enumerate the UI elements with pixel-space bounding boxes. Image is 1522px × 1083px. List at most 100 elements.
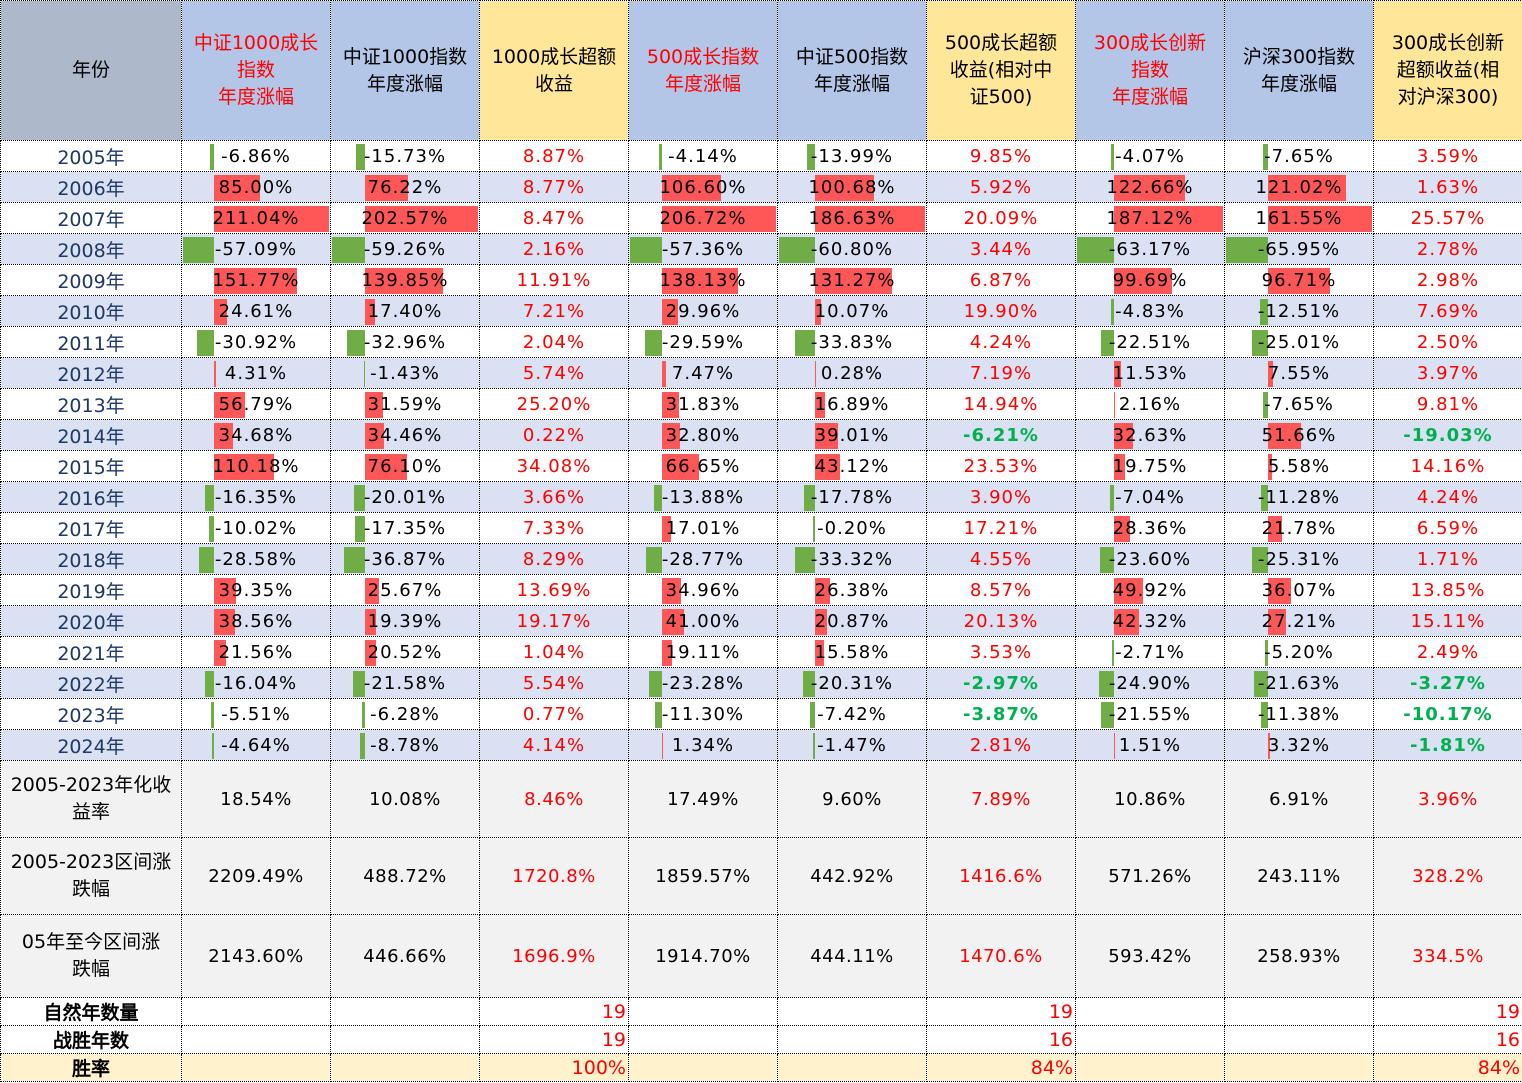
header-col-9[interactable]: 300成长创新 超额收益(相 对沪深300) (1373, 0, 1522, 141)
positive-data-bar (661, 423, 680, 449)
count-value (628, 1053, 778, 1082)
value-cell: 4.24% (926, 326, 1076, 358)
positive-data-bar (365, 578, 380, 604)
value-text: -2.97% (963, 672, 1039, 694)
value-text: 19.90% (963, 300, 1039, 322)
value-text: 106.60% (659, 176, 747, 198)
value-text: 32.63% (1112, 424, 1188, 446)
table-row: 2017年 -10.02% -17.35% 7.33% 17.01% -0.20% 17.2… (0, 512, 1522, 544)
value-cell: 4.14% (479, 729, 629, 761)
value-text: 2.16% (1118, 393, 1182, 415)
positive-data-bar (365, 392, 383, 418)
value-cell: 11.91% (479, 264, 629, 296)
header-col-1[interactable]: 中证1000成长 指数 年度涨幅 (181, 0, 331, 141)
year-cell: 2010年 (0, 295, 182, 327)
value-text: 34.68% (218, 424, 294, 446)
value-text: 17.21% (963, 517, 1039, 539)
positive-data-bar (214, 299, 228, 325)
value-text: 8.87% (522, 145, 586, 167)
value-cell: 3.32% (1224, 729, 1374, 761)
positive-data-bar (814, 268, 893, 294)
value-text: 43.12% (814, 455, 890, 477)
value-cell: -11.28% (1224, 481, 1374, 513)
year-cell: 2018年 (0, 543, 182, 575)
value-cell: 151.77% (181, 264, 331, 296)
value-cell: 139.85% (330, 264, 480, 296)
value-cell: -16.04% (181, 667, 331, 699)
value-text: 42.32% (1112, 610, 1188, 632)
value-cell: -10.17% (1373, 698, 1522, 730)
header-col-2[interactable]: 中证1000指数 年度涨幅 (330, 0, 480, 141)
value-cell: 15.58% (777, 636, 927, 668)
value-text: -16.04% (214, 672, 298, 694)
positive-data-bar (1113, 454, 1126, 480)
value-text: -57.09% (214, 238, 298, 260)
value-cell: 8.57% (926, 574, 1076, 606)
positive-data-bar (1268, 175, 1346, 201)
count-value (628, 1025, 778, 1054)
header-col-8[interactable]: 沪深300指数 年度涨幅 (1224, 0, 1374, 141)
value-cell: 23.53% (926, 450, 1076, 482)
value-text: 85.00% (218, 176, 294, 198)
value-text: 2.50% (1416, 331, 1480, 353)
value-cell: 7.21% (479, 295, 629, 327)
count-value: 19 (479, 1025, 629, 1054)
value-text: 31.59% (367, 393, 443, 415)
value-cell: 20.13% (926, 605, 1076, 637)
value-cell: 34.46% (330, 419, 480, 451)
value-text: 2.81% (969, 734, 1033, 756)
value-cell: -63.17% (1075, 233, 1225, 265)
count-value: 19 (926, 997, 1076, 1026)
summary-value: 10.86% (1075, 760, 1225, 838)
value-cell: 2.04% (479, 326, 629, 358)
summary-value: 571.26% (1075, 837, 1225, 915)
value-cell: -57.09% (181, 233, 331, 265)
summary-value: 7.89% (926, 760, 1076, 838)
value-text: 15.11% (1410, 610, 1486, 632)
value-text: 7.47% (671, 362, 735, 384)
value-text: -32.96% (363, 331, 447, 353)
value-cell: -13.88% (628, 481, 778, 513)
value-cell: 15.11% (1373, 605, 1522, 637)
value-text: -5.51% (221, 703, 291, 725)
summary-value: 328.2% (1373, 837, 1522, 915)
positive-data-bar (661, 733, 664, 759)
value-cell: 39.01% (777, 419, 927, 451)
summary-row: 05年至今区间涨 跌幅 2143.60% 446.66% 1696.9% 1914.70%… (0, 914, 1522, 998)
positive-data-bar (1268, 609, 1286, 635)
value-text: -63.17% (1108, 238, 1192, 260)
value-cell: 14.94% (926, 388, 1076, 420)
value-cell: -1.47% (777, 729, 927, 761)
value-text: -21.63% (1257, 672, 1341, 694)
value-cell: -4.83% (1075, 295, 1225, 327)
value-cell: 17.01% (628, 512, 778, 544)
positive-data-bar (214, 361, 217, 387)
summary-value: 258.93% (1224, 914, 1374, 998)
value-cell: -25.01% (1224, 326, 1374, 358)
value-text: 110.18% (212, 455, 300, 477)
positive-data-bar (1268, 206, 1372, 232)
count-value (330, 997, 480, 1026)
value-text: -33.83% (810, 331, 894, 353)
year-cell: 2021年 (0, 636, 182, 668)
positive-data-bar (1113, 609, 1139, 635)
header-col-5[interactable]: 中证500指数 年度涨幅 (777, 0, 927, 141)
value-text: 11.53% (1112, 362, 1188, 384)
header-col-7[interactable]: 300成长创新 指数 年度涨幅 (1075, 0, 1225, 141)
value-text: -17.35% (363, 517, 447, 539)
value-text: -7.42% (817, 703, 887, 725)
header-year[interactable]: 年份 (0, 0, 182, 141)
value-cell: -19.03% (1373, 419, 1522, 451)
header-col-6[interactable]: 500成长超额 收益(相对中 证500) (926, 0, 1076, 141)
header-col-4[interactable]: 500成长指数 年度涨幅 (628, 0, 778, 141)
table-row: 2009年 151.77% 139.85% 11.91% 138.13% 131.27% 6… (0, 264, 1522, 296)
negative-data-bar (1101, 702, 1114, 728)
summary-value: 446.66% (330, 914, 480, 998)
value-text: 7.33% (522, 517, 586, 539)
value-cell: 20.52% (330, 636, 480, 668)
positive-data-bar (814, 609, 828, 635)
value-cell: 4.24% (1373, 481, 1522, 513)
header-line: 对沪深300) (1397, 86, 1499, 108)
value-text: 3.90% (969, 486, 1033, 508)
header-col-3[interactable]: 1000成长超额 收益 (479, 0, 629, 141)
